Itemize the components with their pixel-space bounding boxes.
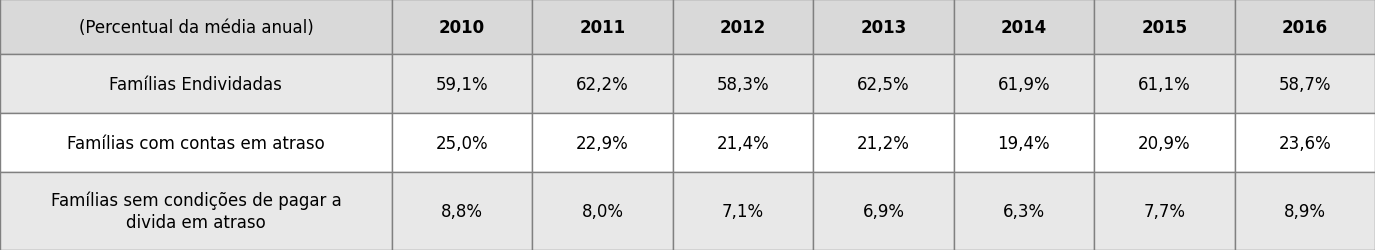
Text: 20,9%: 20,9% [1138, 134, 1191, 152]
Text: 2014: 2014 [1001, 18, 1046, 36]
Bar [1094, 172, 1235, 250]
Bar [0, 55, 392, 114]
Text: 2013: 2013 [861, 18, 906, 36]
Bar [813, 172, 954, 250]
Text: 7,7%: 7,7% [1144, 202, 1185, 220]
Bar [1235, 55, 1375, 114]
Bar [954, 172, 1094, 250]
Text: 8,0%: 8,0% [582, 202, 623, 220]
Bar [392, 114, 532, 172]
Text: (Percentual da média anual): (Percentual da média anual) [78, 18, 314, 36]
Bar [532, 114, 672, 172]
Text: 2016: 2016 [1282, 18, 1328, 36]
Bar [532, 172, 672, 250]
Bar [1235, 114, 1375, 172]
Text: 21,4%: 21,4% [716, 134, 770, 152]
Bar [813, 114, 954, 172]
Text: 59,1%: 59,1% [436, 76, 488, 93]
Text: 19,4%: 19,4% [998, 134, 1050, 152]
Text: 61,9%: 61,9% [998, 76, 1050, 93]
Bar [1235, 172, 1375, 250]
Bar [1094, 114, 1235, 172]
Bar [392, 55, 532, 114]
Text: 2012: 2012 [720, 18, 766, 36]
Text: 6,9%: 6,9% [862, 202, 905, 220]
Text: 8,8%: 8,8% [441, 202, 483, 220]
Bar [0, 0, 392, 55]
Text: 23,6%: 23,6% [1279, 134, 1331, 152]
Bar [1094, 0, 1235, 55]
Text: 22,9%: 22,9% [576, 134, 628, 152]
Text: 8,9%: 8,9% [1284, 202, 1326, 220]
Bar [0, 114, 392, 172]
Bar [532, 0, 672, 55]
Text: 25,0%: 25,0% [436, 134, 488, 152]
Text: Famílias Endividadas: Famílias Endividadas [110, 76, 282, 93]
Bar [672, 114, 813, 172]
Text: 62,2%: 62,2% [576, 76, 628, 93]
Bar [954, 55, 1094, 114]
Bar [813, 0, 954, 55]
Bar [1235, 0, 1375, 55]
Text: Famílias sem condições de pagar a
divida em atraso: Famílias sem condições de pagar a divida… [51, 191, 341, 232]
Bar [813, 55, 954, 114]
Text: 61,1%: 61,1% [1138, 76, 1191, 93]
Text: 21,2%: 21,2% [857, 134, 910, 152]
Bar [672, 172, 813, 250]
Text: 2011: 2011 [579, 18, 626, 36]
Text: 62,5%: 62,5% [857, 76, 910, 93]
Text: Famílias com contas em atraso: Famílias com contas em atraso [67, 134, 324, 152]
Bar [532, 55, 672, 114]
Bar [954, 0, 1094, 55]
Text: 58,7%: 58,7% [1279, 76, 1331, 93]
Bar [1094, 55, 1235, 114]
Bar [392, 172, 532, 250]
Bar [672, 55, 813, 114]
Bar [672, 0, 813, 55]
Bar [954, 114, 1094, 172]
Text: 6,3%: 6,3% [1002, 202, 1045, 220]
Text: 2015: 2015 [1141, 18, 1188, 36]
Text: 58,3%: 58,3% [716, 76, 769, 93]
Text: 7,1%: 7,1% [722, 202, 764, 220]
Text: 2010: 2010 [439, 18, 485, 36]
Bar [0, 172, 392, 250]
Bar [392, 0, 532, 55]
